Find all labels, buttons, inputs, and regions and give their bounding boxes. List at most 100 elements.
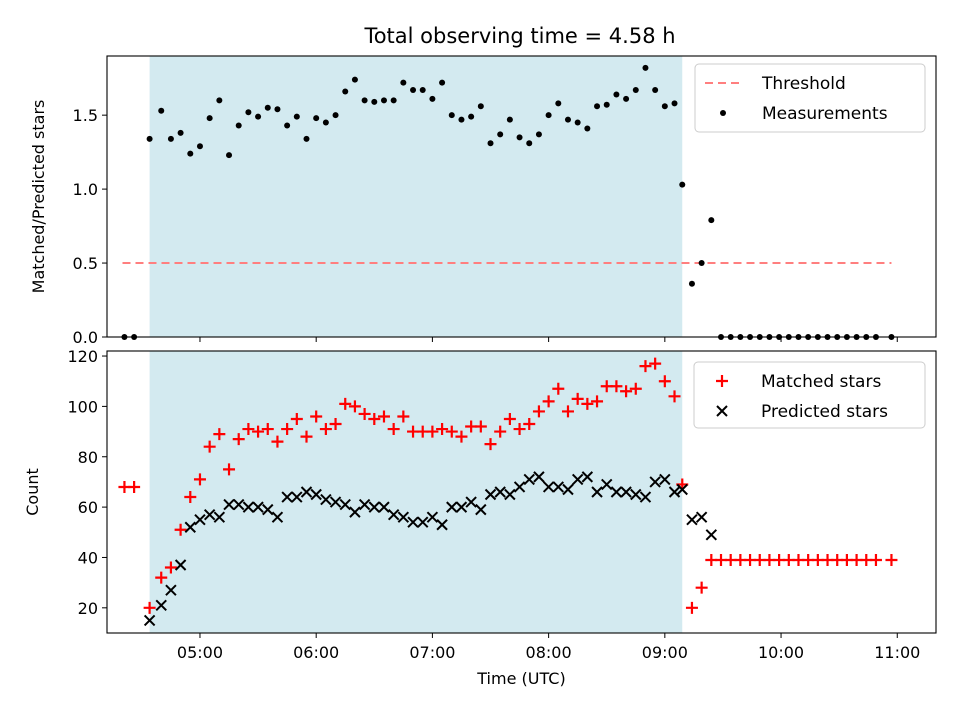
matched-star-point [494,425,507,438]
measurement-point [594,103,601,110]
legend-box [693,361,926,429]
y-tick-label: 0.5 [73,254,98,273]
x-tick-label: 07:00 [409,643,455,662]
matched-star-point [629,382,642,395]
y-tick-label: 0.0 [73,328,98,347]
y-tick-label: 20 [78,599,98,618]
matched-star-point [271,435,284,448]
predicted-star-point [310,488,322,501]
matched-star-point [695,581,708,594]
matched-star-point [213,428,226,441]
measurement-point [448,112,455,119]
legend-box [694,63,926,133]
matched-star-point [542,395,555,408]
legend: Matched stars Predicted stars [693,361,926,429]
matched-star-point [300,430,313,443]
matched-star-point [658,375,671,388]
predicted-star-point [397,511,410,523]
measurement-point [187,150,194,157]
predicted-star-point [358,498,371,511]
measurement-point [274,106,281,113]
matched-star-point [261,423,274,436]
x-tick-label: 10:00 [758,643,804,662]
observing-span-shade [149,56,683,337]
matched-star-point [193,473,206,486]
measurement-point [410,87,417,94]
predicted-star-point [417,516,429,528]
matched-star-point [581,397,594,410]
measurement-point [255,113,262,120]
matched-star-point [561,405,574,418]
measurement-point [642,64,649,71]
predicted-star-point [601,478,613,491]
matched-star-point [503,412,516,425]
matched-star-point [649,357,662,370]
predicted-star-point [436,519,448,531]
predicted-star-point [233,498,245,511]
predicted-star-point [705,529,718,541]
matched-star-point [290,412,303,425]
measurement-point [371,98,378,105]
predicted-star-point [143,614,156,627]
predicted-star-point [455,501,468,513]
measurement-point [632,87,639,94]
measurement-point [487,140,494,147]
matched-star-point [591,395,604,408]
matched-star-point [348,400,361,413]
axes-frame [106,55,937,338]
matched-star-point [281,423,294,436]
matched-star-point [445,425,458,438]
matched-star-point [397,410,410,423]
ratio-panel: 0.0 0.5 1.0 1.5 Matched/Predicted stars Thres… [29,55,937,347]
measurement-point [688,280,695,287]
matched-star-point [368,412,381,425]
predicted-star-point [155,599,167,612]
measurement-point [322,119,329,126]
axes-frame [106,350,937,634]
measurement-point [216,97,223,104]
matched-star-point [474,420,487,433]
predicted-star-point [686,513,698,526]
predicted-star-point [591,486,603,498]
predicted-star-point [494,486,506,498]
measurement-point [235,122,242,129]
matched-star-point [143,601,156,614]
predicted-star-point [223,498,235,511]
measurement-point [526,140,533,147]
measurement-point [226,152,233,159]
predicted-star-point [649,476,661,488]
measurement-point [497,131,504,138]
matched-star-point [174,523,187,536]
y-axis-label: Count [23,468,42,516]
measurement-point [458,116,465,123]
predicted-star-point [262,503,274,516]
matched-star-point [610,380,623,393]
measurement-point [146,135,153,142]
measurement-point [245,109,252,116]
predicted-star-point [668,486,681,498]
matched-star-point [532,405,545,418]
y-axis-label: Matched/Predicted stars [29,100,48,294]
measurement-point [429,95,436,102]
matched-star-point [128,480,141,493]
measurement-point [303,135,310,142]
predicted-star-point [610,486,623,498]
predicted-star-point [533,471,545,483]
predicted-star-point [542,481,555,493]
legend-matched-swatch [716,375,728,387]
measurement-point [468,113,475,120]
measurement-point [351,76,358,83]
matched-star-point [668,390,681,403]
measurement-point [293,113,300,120]
matched-star-point [455,430,468,443]
measurement-point [167,135,174,142]
predicted-star-point [630,488,642,501]
predicted-star-point [281,491,293,503]
measurement-point [380,97,387,104]
predicted-star-point [484,488,497,501]
matched-star-point [184,491,197,504]
matched-star-point [484,438,497,451]
predicted-star-point [465,496,477,508]
predicted-star-point [252,501,264,513]
predicted-star-point [194,513,206,526]
